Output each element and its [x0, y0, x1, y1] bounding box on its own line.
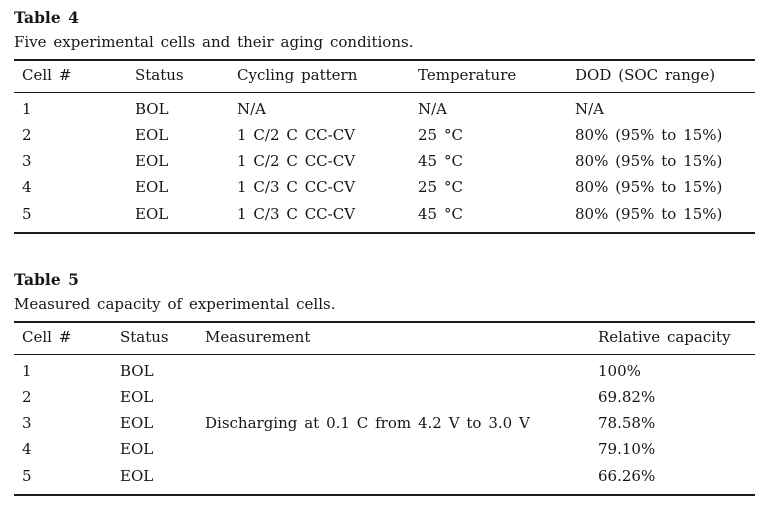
table-cell: EOL	[135, 152, 169, 171]
table-cell: N/A	[237, 100, 267, 119]
table-cell: EOL	[120, 388, 154, 407]
table-cell: N/A	[575, 100, 605, 119]
table-cell: 69.82%	[598, 388, 656, 407]
column-header: Relative capacity	[598, 321, 755, 356]
table-row: 1 BOL 100%	[14, 355, 755, 385]
table-cell: EOL	[135, 126, 169, 145]
table-cell: 45 °C	[418, 152, 463, 171]
table4-header-row: Cell # Status Cycling pattern Temperature DO…	[14, 59, 755, 94]
table-cell: BOL	[120, 362, 154, 381]
table-cell: EOL	[120, 414, 154, 433]
table-cell: EOL	[120, 440, 154, 459]
table-cell: EOL	[120, 466, 154, 485]
aging-conditions-table: Cell # Status Cycling pattern Temperature DO…	[14, 58, 755, 235]
table-row: 4 EOL 79.10%	[14, 437, 755, 463]
table-cell: BOL	[135, 100, 169, 119]
table-cell	[205, 355, 598, 385]
table-cell: 45 °C	[418, 204, 463, 223]
table4-body: 1 BOL N/A N/A N/A 2 EOL 1 C/2 C CC-CV 25 °C 80% (…	[14, 93, 755, 233]
table-cell: 3	[22, 152, 32, 171]
table4-title: Table 4	[14, 8, 79, 27]
table5-title: Table 5	[14, 270, 79, 289]
table5-body: 1 BOL 100% 2 EOL 69.82% 3 EOL Discharging at 0.1…	[14, 355, 755, 495]
table-cell: N/A	[418, 100, 448, 119]
column-header: Cell #	[14, 321, 120, 356]
table-cell: 2	[22, 126, 32, 145]
column-header: Status	[135, 59, 237, 94]
table-row: 2 EOL 1 C/2 C CC-CV 25 °C 80% (95% to 15%)	[14, 123, 755, 149]
table-cell: 4	[22, 440, 32, 459]
column-header: Temperature	[418, 59, 575, 94]
measured-capacity-table: Cell # Status Measurement Relative capacity…	[14, 320, 755, 497]
table-cell: 25 °C	[418, 178, 463, 197]
column-header: Measurement	[205, 321, 598, 356]
table-cell: 5	[22, 466, 32, 485]
table-row: 4 EOL 1 C/3 C CC-CV 25 °C 80% (95% to 15%)	[14, 175, 755, 201]
table-cell: 1 C/3 C CC-CV	[237, 204, 356, 223]
table-cell: 66.26%	[598, 466, 656, 485]
table-cell: EOL	[135, 178, 169, 197]
column-header: Cycling pattern	[237, 59, 418, 94]
table-cell: 3	[22, 414, 32, 433]
table-cell	[205, 463, 598, 495]
table-cell: 80% (95% to 15%)	[575, 126, 723, 145]
table-row: 3 EOL 1 C/2 C CC-CV 45 °C 80% (95% to 15%)	[14, 149, 755, 175]
column-header: Status	[120, 321, 205, 356]
table5-caption: Measured capacity of experimental cells.	[14, 295, 336, 314]
table-cell: 1 C/2 C CC-CV	[237, 126, 356, 145]
table-cell: 5	[22, 204, 32, 223]
table-cell: 1	[22, 100, 32, 119]
table-cell: 4	[22, 178, 32, 197]
table-row: 2 EOL 69.82%	[14, 385, 755, 411]
table5-block: Table 5 Measured capacity of experimenta…	[14, 270, 755, 497]
table-cell: 2	[22, 388, 32, 407]
column-header: DOD (SOC range)	[575, 59, 755, 94]
table4-block: Table 4 Five experimental cells and thei…	[14, 8, 755, 235]
table-cell: 79.10%	[598, 440, 656, 459]
table-row: 5 EOL 1 C/3 C CC-CV 45 °C 80% (95% to 15%)	[14, 201, 755, 233]
table-cell: 80% (95% to 15%)	[575, 152, 723, 171]
table-row: 1 BOL N/A N/A N/A	[14, 93, 755, 123]
table-cell: Discharging at 0.1 C from 4.2 V to 3.0 V	[205, 414, 530, 433]
table-cell	[205, 385, 598, 411]
table-cell: 80% (95% to 15%)	[575, 178, 723, 197]
column-header: Cell #	[14, 59, 135, 94]
table-row: 3 EOL Discharging at 0.1 C from 4.2 V to 3…	[14, 411, 755, 437]
table-cell: 80% (95% to 15%)	[575, 204, 723, 223]
table-cell	[205, 437, 598, 463]
table-row: 5 EOL 66.26%	[14, 463, 755, 495]
table-cell: 1 C/3 C CC-CV	[237, 178, 356, 197]
table-cell: EOL	[135, 204, 169, 223]
table-cell: 1 C/2 C CC-CV	[237, 152, 356, 171]
table-cell: 25 °C	[418, 126, 463, 145]
table5-header-row: Cell # Status Measurement Relative capacity	[14, 321, 755, 356]
table4-caption: Five experimental cells and their aging …	[14, 33, 414, 52]
table-cell: 1	[22, 362, 32, 381]
table-cell: 100%	[598, 362, 641, 381]
table-cell: 78.58%	[598, 414, 656, 433]
